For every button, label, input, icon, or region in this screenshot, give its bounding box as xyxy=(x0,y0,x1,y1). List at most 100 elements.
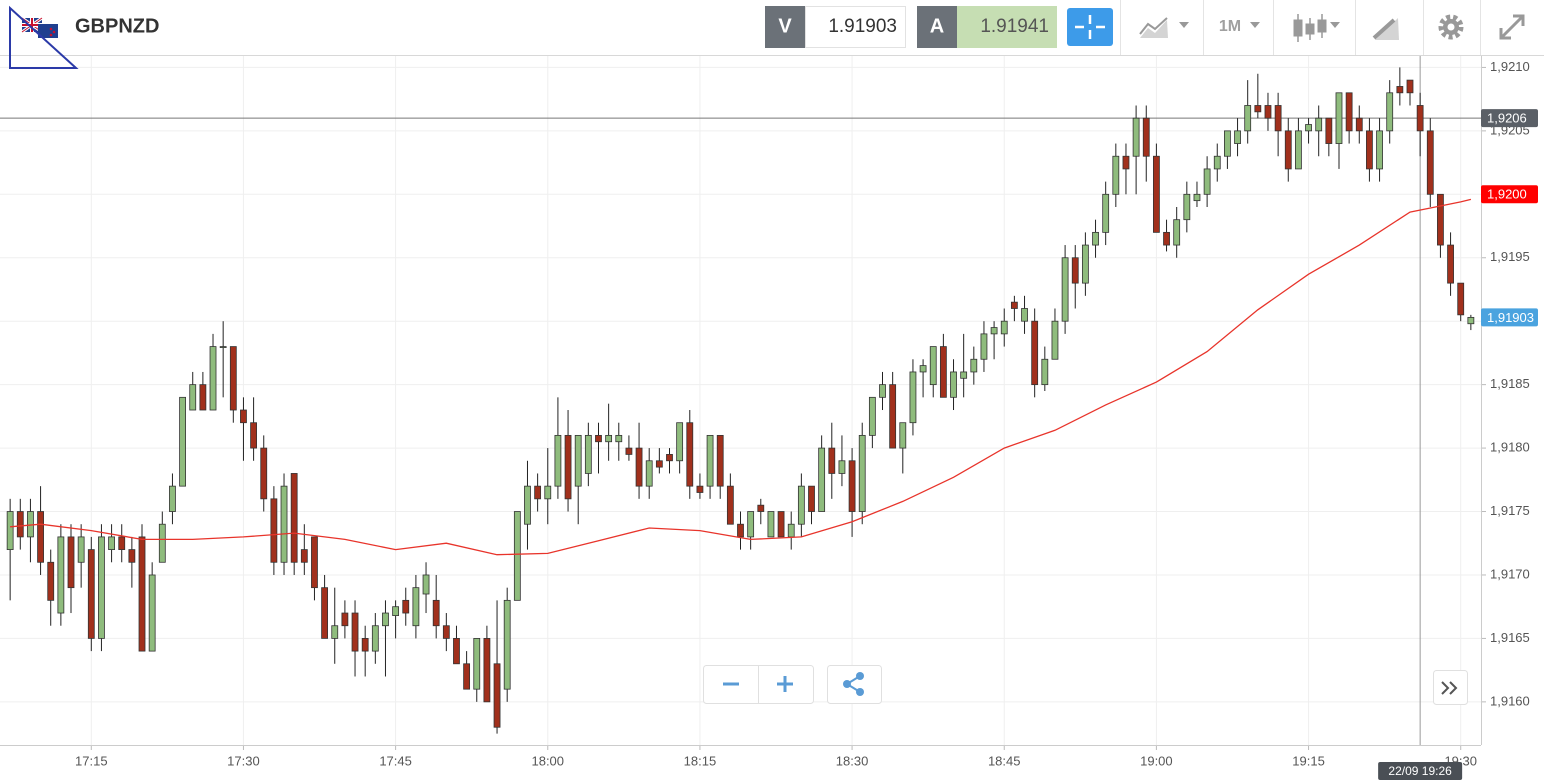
candle-body xyxy=(483,638,491,703)
candle-body xyxy=(818,447,826,512)
candle-body xyxy=(666,454,673,462)
candle-body xyxy=(757,504,765,512)
candle-body xyxy=(118,536,126,550)
candle-body xyxy=(686,422,694,487)
crosshair-icon xyxy=(1075,15,1105,39)
candle-body xyxy=(1254,105,1262,113)
ask-box[interactable] xyxy=(957,6,1057,48)
candle-body xyxy=(1000,320,1008,335)
candle-body xyxy=(777,511,785,538)
candle-body xyxy=(280,485,288,563)
candle-body xyxy=(219,346,227,348)
candle-body xyxy=(655,460,663,468)
symbol: GBPNZD xyxy=(75,15,159,37)
candle-body xyxy=(635,447,643,487)
candle-body xyxy=(1102,193,1110,233)
candle-body xyxy=(797,485,805,525)
candle-body xyxy=(6,511,14,550)
scroll-end-icon xyxy=(1441,681,1458,695)
candle-body xyxy=(574,434,582,487)
candle-body xyxy=(453,638,460,665)
candle-body xyxy=(351,612,359,652)
candle-body xyxy=(726,485,734,525)
candle-body xyxy=(422,574,430,595)
share-button[interactable] xyxy=(827,665,882,704)
candle-body xyxy=(199,384,207,411)
candle-body xyxy=(1447,244,1454,284)
drawing-tools-button[interactable] xyxy=(1372,18,1399,40)
toolbar-separators xyxy=(1120,0,1481,55)
candle-body xyxy=(605,434,613,443)
candle-body xyxy=(1284,130,1292,170)
crosshair-button[interactable] xyxy=(1067,8,1113,46)
candle-body xyxy=(767,511,775,538)
price-tag-label: 1,91903 xyxy=(1487,310,1534,325)
candle-body xyxy=(868,396,876,436)
candle-body xyxy=(361,638,369,652)
candle-body xyxy=(1203,168,1211,195)
bid-label: V xyxy=(778,15,792,37)
candle-body xyxy=(1213,155,1221,170)
candle-body xyxy=(371,625,379,652)
candle-body xyxy=(696,485,704,493)
candle-body xyxy=(412,587,420,627)
settings-button[interactable] xyxy=(1438,14,1464,40)
x-tick-label: 18:30 xyxy=(836,753,869,768)
candle-body xyxy=(1396,86,1404,94)
crosshair-label: 22/09 19:26 xyxy=(1388,764,1452,778)
candle-body xyxy=(148,574,156,652)
candle-body xyxy=(300,549,308,563)
candle-body xyxy=(402,599,410,614)
drawing-shape[interactable] xyxy=(9,5,79,69)
bid-box[interactable] xyxy=(805,6,906,48)
share-icon xyxy=(843,672,864,696)
y-tick-label: 1,9160 xyxy=(1490,693,1530,708)
candle-body xyxy=(676,422,684,462)
candle-body xyxy=(1305,124,1312,132)
timeframe[interactable]: 1M xyxy=(1219,18,1241,35)
candle-type-button[interactable] xyxy=(1293,14,1340,42)
candle-body xyxy=(382,612,389,627)
price-tag xyxy=(1481,185,1538,204)
candle-body xyxy=(392,606,400,616)
x-tick-label: 17:15 xyxy=(75,753,108,768)
candle-body xyxy=(1152,155,1160,233)
candle-body xyxy=(828,447,836,474)
zoom-controls xyxy=(703,665,1468,705)
candle-body xyxy=(158,523,166,563)
x-tick-label: 19:15 xyxy=(1292,753,1325,768)
candle-body xyxy=(1051,320,1059,360)
candle-body xyxy=(1274,105,1282,132)
fullscreen-button[interactable] xyxy=(1499,14,1525,40)
candle-body xyxy=(331,625,339,639)
zoom-in-button[interactable] xyxy=(777,676,793,692)
y-tick-label: 1,9175 xyxy=(1490,503,1530,518)
ask-button[interactable] xyxy=(917,6,957,48)
candle-body xyxy=(899,422,907,449)
candle-body xyxy=(544,485,552,500)
timeframe-caret xyxy=(1250,22,1260,28)
candle-body xyxy=(1335,92,1343,144)
bid-value: 1.91903 xyxy=(828,16,897,37)
price-tag-label: 1,9206 xyxy=(1487,111,1527,126)
candle-body xyxy=(503,599,511,690)
candle-body xyxy=(1041,358,1049,386)
candle-body xyxy=(513,511,521,601)
candle-body xyxy=(737,523,744,538)
x-tick-label: 18:45 xyxy=(988,753,1021,768)
candle-body xyxy=(990,327,998,335)
chart-type-button[interactable] xyxy=(1139,17,1189,38)
candle-body xyxy=(645,460,653,487)
candle-body xyxy=(838,460,846,474)
candle-body xyxy=(1376,130,1383,170)
candle-body xyxy=(1315,117,1323,132)
bid-button[interactable] xyxy=(765,6,805,48)
candle-body xyxy=(138,536,146,652)
candle-body xyxy=(432,599,440,627)
candle-body xyxy=(1183,193,1191,221)
candle-body xyxy=(584,434,592,474)
crosshair-tag xyxy=(1378,762,1463,780)
scroll-end-button[interactable] xyxy=(1433,670,1468,705)
